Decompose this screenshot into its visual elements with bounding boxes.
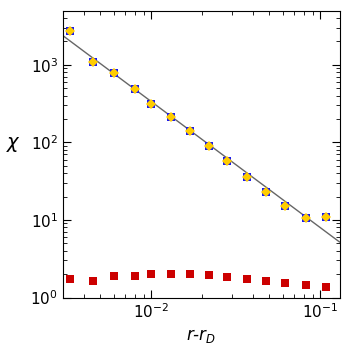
Y-axis label: $\chi$: $\chi$: [6, 135, 21, 154]
X-axis label: $r$-$r_D$: $r$-$r_D$: [186, 327, 216, 345]
